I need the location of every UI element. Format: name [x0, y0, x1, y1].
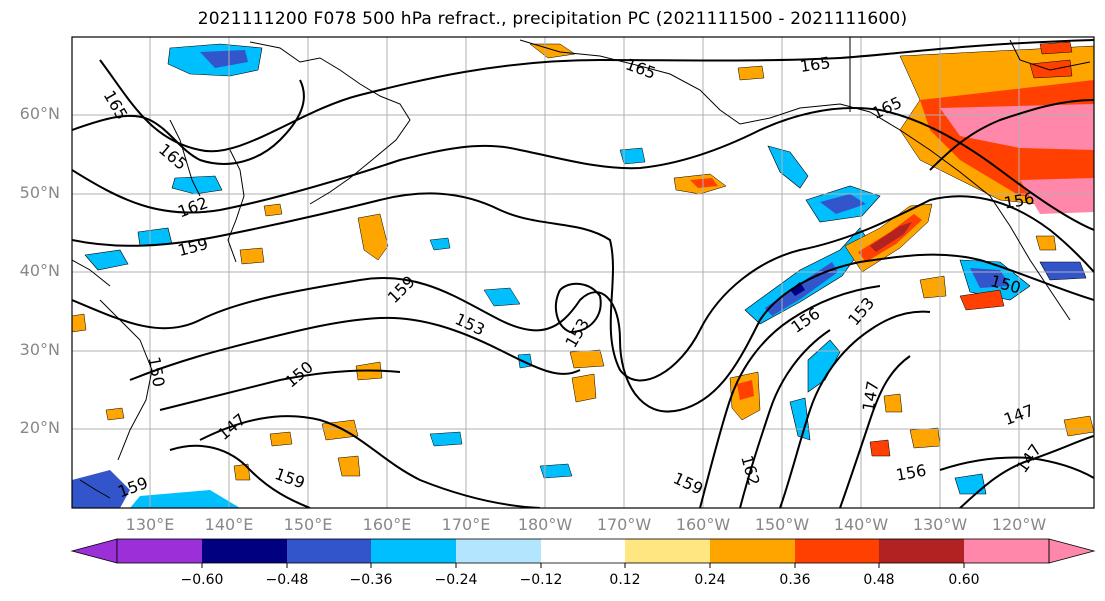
lon-label: 130°W — [912, 515, 968, 534]
lon-label: 150°E — [283, 515, 333, 534]
map-frame — [71, 36, 1095, 509]
lon-label: 170°E — [441, 515, 491, 534]
colorbar-tick-label: −0.60 — [180, 572, 224, 588]
colorbar-tick-label: −0.36 — [349, 572, 393, 588]
colorbar-tick-label: 0.48 — [863, 572, 895, 588]
lon-label: 140°W — [833, 515, 889, 534]
colorbar-tick-label: 0.24 — [694, 572, 726, 588]
lat-label: 60°N — [19, 104, 60, 123]
colorbar-tick-label: 0.60 — [948, 572, 980, 588]
colorbar-extend-low — [70, 538, 118, 564]
colorbar-extend-high — [1048, 538, 1096, 564]
lat-label: 50°N — [19, 183, 60, 202]
lon-label: 170°W — [596, 515, 652, 534]
graticule — [72, 37, 1094, 508]
colorbar-tick-label: 0.36 — [779, 572, 811, 588]
colorbar-tick-label: 0.12 — [609, 572, 641, 588]
lon-label: 120°W — [991, 515, 1047, 534]
refractivity-contours — [72, 39, 1094, 508]
colorbar-tick-label: −0.48 — [265, 572, 309, 588]
lon-label: 130°E — [125, 515, 175, 534]
lon-label: 160°W — [675, 515, 731, 534]
colorbar — [70, 538, 1096, 568]
lon-label: 160°E — [362, 515, 412, 534]
lat-label: 40°N — [19, 261, 60, 280]
colorbar-tick-label: −0.12 — [519, 572, 563, 588]
lon-label: 150°W — [754, 515, 810, 534]
lon-label: 180°W — [517, 515, 573, 534]
lat-label: 30°N — [19, 340, 60, 359]
map-title: 2021111200 F078 500 hPa refract., precip… — [197, 9, 908, 29]
contour-label: 165 — [799, 53, 832, 76]
lon-label: 140°E — [204, 515, 254, 534]
colorbar-tick-label: −0.24 — [434, 572, 478, 588]
lat-label: 20°N — [19, 418, 60, 437]
